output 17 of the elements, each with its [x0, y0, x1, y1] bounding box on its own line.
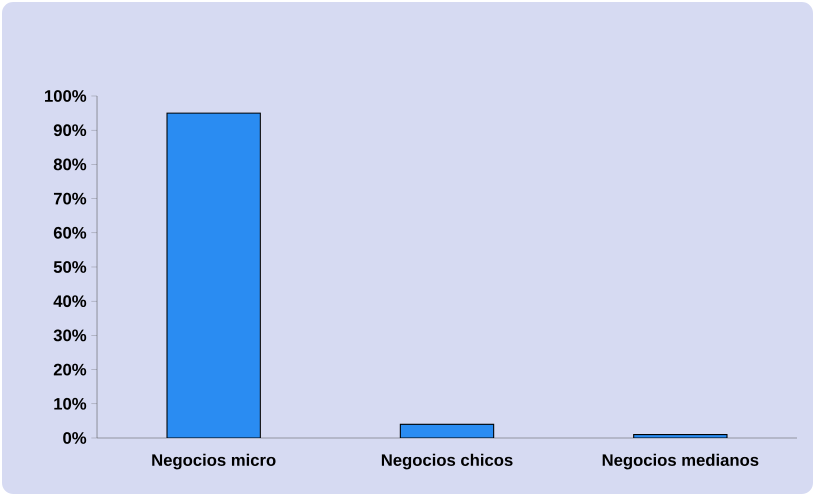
x-tick-label: Negocios chicos: [382, 454, 513, 470]
y-tick-label: 0%: [63, 432, 86, 444]
y-tick-label: 40%: [54, 295, 86, 308]
y-tick-label: 90%: [54, 124, 86, 136]
x-tick-label: Negocios micro: [152, 454, 276, 470]
y-tick-label: 30%: [54, 329, 86, 342]
y-tick-label: 100%: [45, 90, 86, 102]
y-tick-label: 70%: [54, 192, 86, 204]
bar: [166, 112, 261, 438]
y-tick-label: 50%: [54, 261, 86, 273]
y-tick-label: 60%: [54, 226, 86, 239]
x-tick-label: Negocios medianos: [602, 454, 758, 470]
y-tick-label: 80%: [54, 158, 86, 170]
y-tick-label: 20%: [54, 364, 86, 376]
y-tick-label: 10%: [54, 398, 86, 410]
bar: [633, 434, 728, 438]
bar: [400, 424, 494, 438]
